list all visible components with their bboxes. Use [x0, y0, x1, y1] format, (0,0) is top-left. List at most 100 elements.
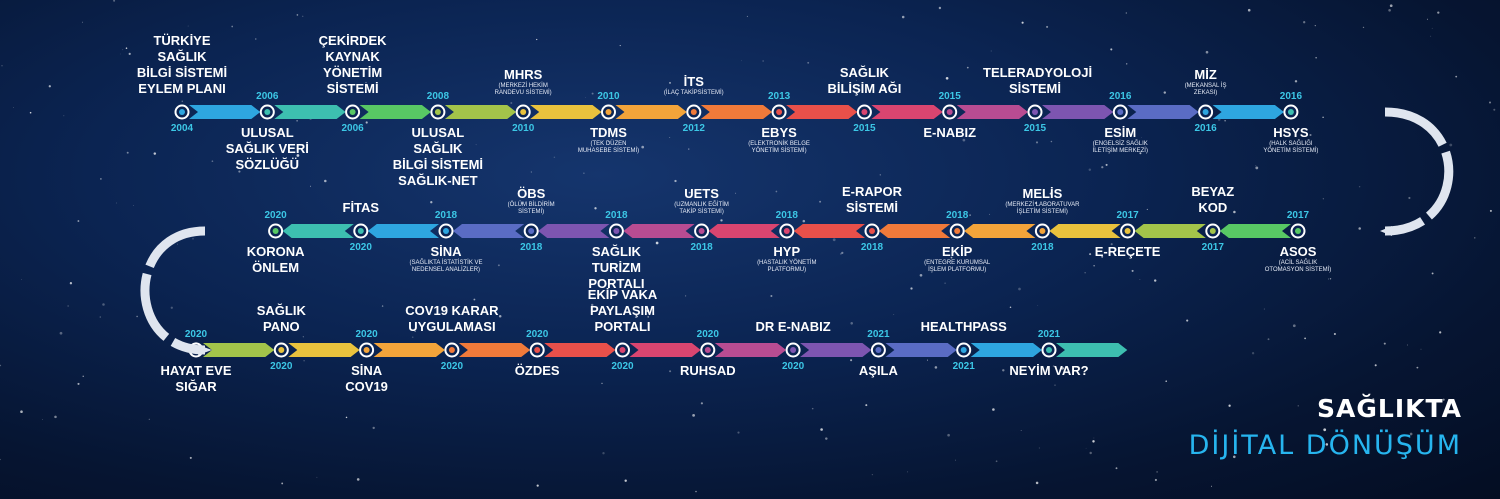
milestone-name: ÇEKİRDEK KAYNAK YÖNETİM SİSTEMİ: [318, 33, 387, 96]
milestone-label: ÖBS (ÖLÜM BİLDİRİM SİSTEMİ): [471, 186, 591, 216]
star: [20, 410, 23, 414]
star: [1294, 80, 1298, 83]
star: [48, 85, 51, 88]
star: [296, 154, 300, 157]
milestone-label: SİNA (SAĞLIKTA İSTATİSTİK VE NEDENSEL ANA…: [386, 244, 506, 274]
timeline-segment: [1219, 224, 1291, 238]
milestone-label: AŞILA: [826, 363, 930, 379]
milestone-year: 2020: [184, 329, 208, 340]
star: [1154, 478, 1157, 482]
star: [181, 100, 184, 103]
milestone-label: EKİP (ENTEGRE KURUMSAL İŞLEM PLATFORMU): [897, 244, 1017, 274]
star: [177, 243, 178, 245]
milestone-name: ULUSAL SAĞLIK BİLGİ SİSTEMİ SAĞLIK-NET: [392, 125, 484, 188]
star: [995, 460, 998, 463]
star: [59, 331, 63, 335]
star: [303, 360, 305, 362]
milestone-label: ULUSAL SAĞLIK VERİ SÖZLÜĞÜ: [215, 125, 319, 173]
milestone-label: SİNA COV19: [315, 363, 419, 395]
timeline-segment: [530, 105, 602, 119]
star: [819, 200, 822, 203]
star: [1139, 279, 1141, 281]
milestone-name: SAĞLIK PANO: [256, 303, 306, 334]
milestone-subtitle: (HALK SAĞLIĞI YÖNETİM SİSTEMİ): [1263, 141, 1319, 154]
star: [1255, 165, 1257, 167]
star: [938, 6, 942, 10]
star: [1358, 227, 1361, 230]
star: [530, 171, 532, 173]
star: [82, 375, 84, 377]
star: [365, 121, 368, 124]
star: [1493, 108, 1496, 111]
milestone-label: TELERADYOLOJİ SİSTEMİ: [983, 65, 1092, 97]
milestone-label: ASOS (ACİL SAĞLIK OTOMASYON SİSTEMİ): [1238, 244, 1358, 274]
star: [411, 336, 414, 339]
star: [345, 416, 348, 419]
star: [1442, 398, 1445, 401]
milestone-name: E-REÇETE: [1094, 244, 1161, 259]
star: [850, 322, 853, 325]
milestone-node-dot: [1032, 109, 1038, 115]
star: [67, 305, 69, 307]
star: [1085, 447, 1087, 449]
star: [1020, 430, 1022, 431]
milestone-label: DR E-NABIZ: [741, 319, 845, 335]
star: [54, 415, 57, 419]
timeline-segment: [786, 105, 858, 119]
star: [655, 241, 659, 245]
star: [296, 120, 298, 122]
star: [700, 402, 704, 405]
milestone-label: MELİS (MERKEZİ LABORATUVAR İŞLETİM SİSTEM…: [982, 186, 1102, 216]
milestone-year: 2020: [611, 361, 634, 372]
star: [231, 25, 234, 28]
timeline-segment: [1042, 105, 1114, 119]
star: [647, 316, 650, 318]
star: [933, 326, 935, 328]
milestone-node-dot: [1046, 347, 1052, 353]
star: [841, 251, 844, 255]
timeline-segment: [964, 224, 1036, 238]
star: [536, 38, 538, 41]
star: [1037, 304, 1039, 306]
star: [1146, 208, 1148, 210]
star: [182, 44, 184, 45]
milestone-year: 2021: [867, 329, 890, 340]
star: [775, 190, 778, 193]
milestone-label: BEYAZ KOD: [1161, 184, 1265, 216]
timeline-segment: [1134, 224, 1206, 238]
milestone-node-dot: [946, 109, 953, 115]
star: [302, 15, 304, 17]
milestone-year: 2012: [682, 123, 705, 134]
star: [475, 144, 477, 146]
milestone-year: 2021: [952, 361, 975, 372]
star: [1049, 192, 1052, 195]
star: [1323, 428, 1327, 432]
star: [1278, 268, 1279, 269]
star: [990, 50, 992, 52]
star: [1228, 404, 1231, 407]
milestone-year: 2006: [256, 91, 279, 102]
milestone-node-dot: [1287, 109, 1294, 115]
milestone-name: EKİP VAKA PAYLAŞIM PORTALI: [587, 287, 658, 334]
star: [1110, 243, 1113, 246]
milestone-label: EBYS (ELEKTRONİK BELGE YÖNETİM SİSTEMİ): [719, 125, 839, 155]
star: [521, 202, 523, 204]
star: [1035, 141, 1039, 144]
timeline-segment: [885, 343, 957, 357]
star: [955, 459, 956, 461]
star: [1372, 398, 1375, 401]
star: [1292, 324, 1296, 328]
milestone-label: COV19 KARAR UYGULAMASI: [400, 303, 504, 335]
milestone-subtitle: (HASTALIK YÖNETİM PLATFORMU): [757, 260, 817, 273]
star: [69, 282, 73, 285]
milestone-node-dot: [272, 228, 279, 234]
milestone-node-dot: [1117, 109, 1124, 115]
milestone-year: 2013: [767, 91, 791, 102]
milestone-label: NEYİM VAR?: [997, 363, 1101, 379]
star: [674, 179, 677, 183]
star: [1089, 253, 1092, 256]
milestone-label: TÜRKİYE SAĞLIK BİLGİ SİSTEMİ EYLEM PLANI: [130, 33, 234, 97]
milestone-name: ÖZDES: [514, 363, 560, 378]
